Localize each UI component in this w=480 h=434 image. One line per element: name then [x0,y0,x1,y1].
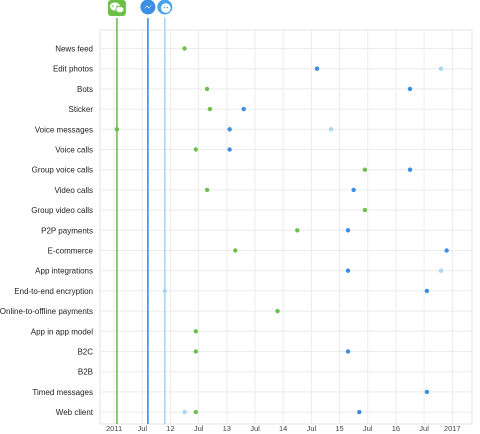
messenger-lite-logo-icon [157,0,173,15]
x-tick-label-7: Jul [307,424,317,433]
x-tick-label-11: Jul [419,424,429,433]
category-labels: News feed Edit photos Bots Sticker Voice mes… [0,45,94,418]
launch-lines [116,18,166,424]
x-tick-label-8: 15 [335,424,343,433]
point-wechat-online-to-offline-payments [275,308,280,314]
point-messenger-b2c [345,349,351,354]
category-label-video-calls: Video calls [54,186,93,195]
point-wechat-video-calls [204,187,210,193]
point-wechat-voice-messages [114,127,120,132]
point-wechat-bots [204,86,210,92]
category-label-edit-photos: Edit photos [53,65,93,74]
point-messenger-lite-voice-messages [328,127,334,132]
wechat-logo-icon [107,0,126,16]
x-tick-label-4: 13 [223,424,231,433]
point-wechat-sticker [207,106,213,112]
x-tick-label-3: Jul [194,424,204,433]
point-wechat-b2c [193,349,199,354]
point-messenger-end-to-end-encryption [424,288,430,294]
point-messenger-lite-app-integrations [438,268,444,273]
point-messenger-app-integrations [345,268,351,273]
category-label-app-in-app-model: App in app model [31,327,93,336]
x-tick-label-6: 14 [279,424,287,433]
point-messenger-sticker [241,106,246,112]
x-tick-label-10: 16 [392,424,400,433]
category-label-timed-messages: Timed messages [32,388,93,397]
point-wechat-news-feed [182,46,187,51]
point-messenger-p2p-payments [345,228,351,233]
point-messenger-timed-messages [424,389,430,395]
point-messenger-lite-edit-photos [438,66,444,71]
point-wechat-web-client [193,409,199,415]
category-label-end-to-end-encryption: End-to-end encryption [14,287,93,296]
point-messenger-e-commerce [444,248,449,253]
data-points [114,46,449,415]
category-label-app-integrations: App integrations [35,267,93,276]
point-messenger-voice-calls [227,147,232,152]
point-messenger-voice-messages [227,127,232,132]
category-label-voice-calls: Voice calls [55,146,93,155]
point-messenger-edit-photos [314,66,320,71]
point-wechat-p2p-payments [295,228,300,233]
category-label-bots: Bots [77,85,93,94]
plot-frame [99,29,473,425]
category-label-online-to-offline-payments: Online-to-offline payments [0,307,93,316]
point-messenger-lite-end-to-end-encryption [162,288,168,294]
category-label-b2b: B2B [78,368,93,377]
category-label-news-feed: News feed [55,45,93,54]
point-wechat-group-voice-calls [362,167,368,172]
category-label-group-voice-calls: Group voice calls [32,166,93,175]
category-label-web-client: Web client [56,408,94,417]
x-tick-label-5: Jul [250,424,260,433]
x-axis-ticks: 2011 Jul 12 Jul 13 Jul 14 Jul 15 Jul 16 Jul 2017 [106,424,461,433]
category-label-b2c: B2C [77,348,93,357]
point-messenger-web-client [357,409,362,415]
messenger-logo-icon [140,0,156,15]
point-messenger-group-voice-calls [407,167,413,172]
category-label-group-video-calls: Group video calls [31,206,93,215]
point-messenger-bots [407,86,413,92]
point-messenger-lite-web-client [182,409,187,415]
category-label-sticker: Sticker [69,105,94,114]
point-messenger-video-calls [351,187,356,193]
x-tick-label-1: Jul [137,424,147,433]
point-wechat-app-in-app-model [193,329,199,334]
x-tick-label-0: 2011 [106,424,122,433]
category-label-p2p-payments: P2P payments [41,226,93,235]
x-tick-label-9: Jul [363,424,373,433]
category-label-voice-messages: Voice messages [35,125,93,134]
x-tick-label-2: 12 [166,424,174,433]
category-label-e-commerce: E-commerce [48,247,94,256]
x-tick-label-12: 2017 [444,424,461,433]
point-wechat-group-video-calls [362,207,368,213]
point-wechat-voice-calls [193,147,199,152]
point-wechat-e-commerce [233,248,238,253]
legend [107,0,173,16]
